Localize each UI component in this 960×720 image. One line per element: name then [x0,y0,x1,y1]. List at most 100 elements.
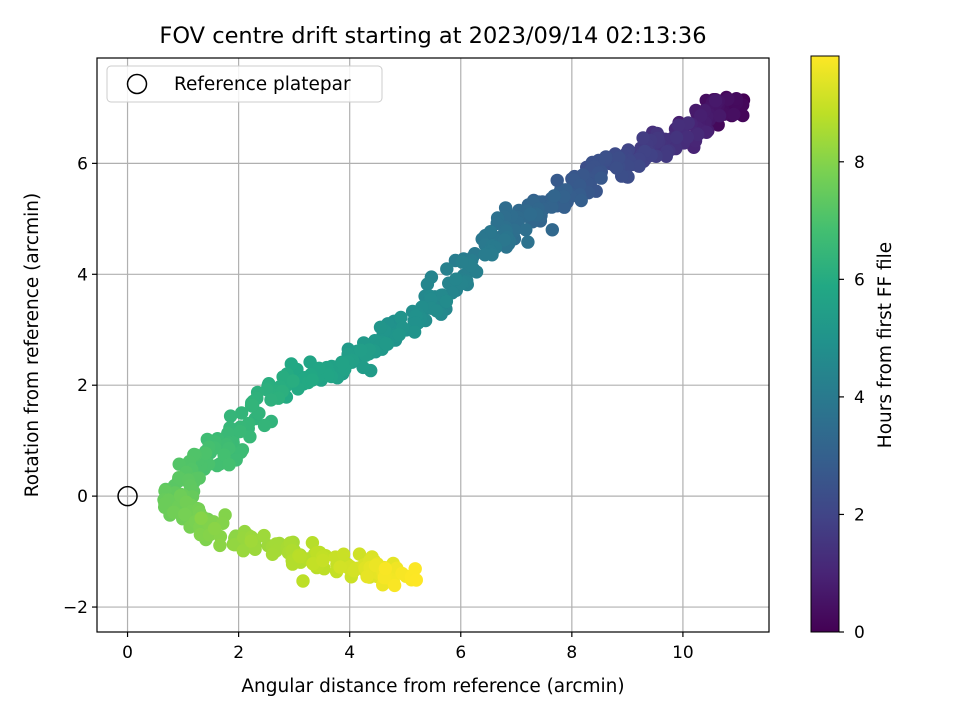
y-tick-label: 2 [77,376,88,396]
data-point [455,255,469,269]
y-axis-label: Rotation from reference (arcmin) [22,193,43,497]
data-point [198,446,213,460]
data-point [439,294,454,309]
data-point [286,374,300,388]
x-tick-label: 2 [233,643,244,663]
colorbar-tick-label: 2 [854,505,865,525]
data-point [194,511,208,525]
data-point [245,398,259,412]
data-points [117,90,751,593]
data-point [158,497,172,511]
colorbar-label: Hours from first FF file [875,242,896,448]
colorbar: 0 2 4 6 8 Hours from first FF file [810,55,896,643]
colorbar-ticks: 0 2 4 6 8 [839,153,865,643]
data-point [574,193,588,208]
data-point [497,233,512,247]
data-point [305,536,320,550]
data-point [612,151,626,165]
data-point [440,262,454,276]
data-point [207,521,222,536]
data-point [296,574,310,588]
data-point [523,207,538,221]
data-point [636,131,650,145]
data-point [659,149,673,163]
data-point [336,547,351,561]
plot-frame [96,57,770,633]
data-point [379,336,393,351]
data-point [557,190,571,204]
x-tick-label: 8 [566,643,577,663]
y-tick-label: 4 [77,265,88,285]
reference-platepar-marker [117,485,138,507]
data-point [557,200,571,214]
legend-box [106,65,383,103]
data-point [234,406,249,420]
data-point [223,409,238,423]
data-point [356,360,370,375]
x-tick-label: 6 [455,643,466,663]
data-point [316,553,330,568]
data-point [222,458,236,472]
data-point [360,569,374,584]
data-point [257,528,271,543]
data-point [573,178,587,192]
data-point [594,171,608,185]
chart-title: FOV centre drift starting at 2023/09/14 … [159,23,706,49]
data-point [244,534,258,548]
data-point [264,393,278,407]
x-tick-label: 4 [344,643,355,663]
y-tick-label: 0 [77,487,88,507]
x-axis-label: Angular distance from reference (arcmin) [241,676,624,697]
y-axis-ticks: −2 0 2 4 6 [63,154,97,618]
legend: Reference platepar [106,65,383,103]
colorbar-tick-label: 4 [854,388,865,408]
data-point [547,189,561,203]
x-tick-label: 10 [672,643,694,663]
y-tick-label: 6 [77,154,88,174]
data-point [550,173,564,188]
data-point [609,161,624,175]
data-point [335,356,350,370]
data-point [407,325,422,339]
data-point [333,560,347,574]
data-point [521,235,535,249]
grid [97,58,769,632]
data-point [429,304,444,318]
data-point [257,418,272,433]
data-point [213,538,227,553]
data-point [265,547,280,561]
data-point [236,544,250,558]
data-point [727,107,741,122]
data-point [708,94,723,108]
colorbar-tick-label: 0 [854,623,865,643]
data-point [305,373,319,387]
data-point [293,550,307,564]
x-axis-ticks: 0 2 4 6 8 10 [122,632,694,663]
colorbar-gradient [810,55,840,633]
data-point [691,127,705,142]
data-point [712,109,727,123]
data-point [354,343,368,357]
data-point [233,424,247,439]
data-point [378,561,393,576]
data-point [545,223,559,237]
colorbar-tick-label: 6 [854,270,865,290]
data-point [408,562,422,576]
x-tick-label: 0 [122,643,133,663]
data-point [420,277,435,291]
data-point [680,130,695,144]
legend-marker [126,73,148,95]
colorbar-tick-label: 8 [854,153,865,173]
data-point [409,573,423,587]
data-point [519,223,533,237]
data-point [394,310,408,325]
data-point [243,430,257,444]
data-point [449,272,463,286]
data-point [373,320,388,334]
data-point [387,578,402,593]
data-point [669,130,684,145]
data-point [694,108,708,123]
data-point [392,328,406,342]
data-point [178,507,192,521]
